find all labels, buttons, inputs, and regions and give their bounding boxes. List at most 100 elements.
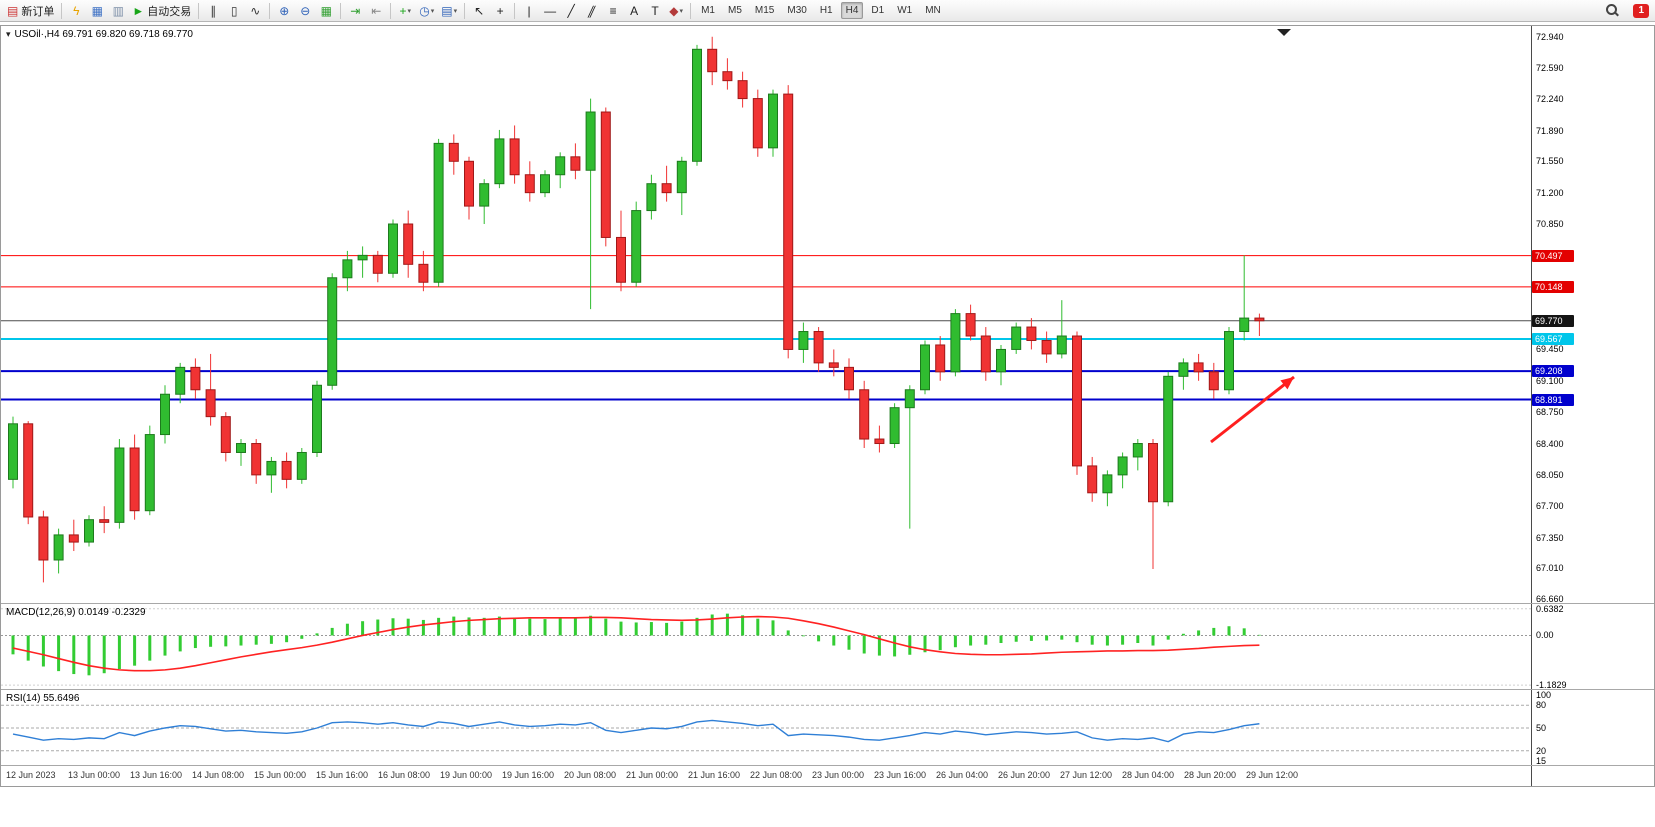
cursor-tool-button[interactable]: ↖ (469, 2, 489, 20)
macd-pane: MACD(12,26,9) 0.0149 -0.2329 0.6382 0.00 -… (1, 603, 1654, 690)
price-axis[interactable]: 72.940 72.590 72.240 71.890 71.550 71.200 70.8… (1531, 26, 1652, 604)
candle (844, 366, 854, 391)
macd-axis-label: 0.00 (1536, 630, 1554, 641)
timeframe-m1-button[interactable]: M1 (701, 5, 715, 16)
price-badge: 70.497 (1532, 249, 1574, 262)
fibonacci-tool-icon: ≡ (609, 3, 617, 18)
toolbar-separator (690, 2, 692, 19)
candle (996, 348, 1006, 373)
price-axis-label: 67.350 (1536, 532, 1564, 543)
text-tool-icon: A (630, 3, 639, 18)
templates-icon: ▤ (441, 3, 453, 18)
time-axis[interactable]: 12 Jun 2023 13 Jun 00:00 13 Jun 16:00 14 Ju… (1, 766, 1531, 786)
macd-axis[interactable]: 0.6382 0.00 -1.1829 (1531, 604, 1652, 690)
candle (236, 443, 246, 453)
candle (661, 183, 672, 194)
time-axis-label: 26 Jun 20:00 (998, 770, 1051, 780)
notification-badge[interactable]: 1 (1633, 3, 1649, 18)
toolbar-separator (464, 2, 466, 19)
candle (524, 174, 535, 194)
toolbar: ▤ 新订单 ϟ ▦ ▥ ► 自动交易 ∥ ▯ ∿ ⊕ ⊖ ▦ ⇥ ⇤ + ▾ ◷ ▾ ▤ ▾ ↖ + | — ╱ ∥ ≡ A T ◆ ▾ M1 M… (0, 0, 1655, 22)
timeframe-d1-button[interactable]: D1 (871, 5, 885, 16)
chart-shift-icon: ⇤ (371, 3, 382, 18)
timeframe-h4-button[interactable]: H4 (840, 2, 864, 19)
main-price-pane: ▾ USOil·,H4 69.791 69.820 69.718 69.770 … (1, 26, 1654, 604)
macd-plot[interactable]: MACD(12,26,9) 0.0149 -0.2329 (1, 604, 1531, 689)
shapes-tool-icon: ◆ (669, 3, 679, 18)
zoom-in-button[interactable]: ⊕ (274, 2, 294, 20)
time-axis-label: 16 Jun 08:00 (378, 770, 431, 780)
candle (1163, 375, 1174, 503)
channel-tool-button[interactable]: ∥ (582, 2, 602, 20)
vertical-line-tool-button[interactable]: | (519, 2, 539, 20)
zoom-out-button[interactable]: ⊖ (295, 2, 315, 20)
candle (433, 142, 444, 283)
time-axis-label: 13 Jun 00:00 (68, 770, 121, 780)
timeframe-mn-button[interactable]: MN (925, 5, 941, 16)
rsi-axis[interactable]: 100 80 50 20 15 (1531, 690, 1652, 766)
time-axis-label: 21 Jun 00:00 (626, 770, 679, 780)
candle (1208, 371, 1219, 391)
search-icon[interactable] (1606, 4, 1619, 17)
chevron-down-icon: ▾ (453, 7, 458, 15)
line-chart-mode-icon: ∿ (250, 3, 261, 18)
horizontal-line-tool-icon: — (544, 3, 557, 18)
one-click-trading-toggle[interactable]: ▾ (6, 29, 11, 39)
candle (1193, 362, 1204, 373)
candle (950, 313, 961, 373)
time-axis-label: 23 Jun 16:00 (874, 770, 927, 780)
rsi-axis-label: 50 (1536, 723, 1547, 733)
candle (707, 48, 718, 73)
profiles-button[interactable]: ▥ (108, 2, 128, 20)
timeframe-w1-button[interactable]: W1 (897, 5, 913, 16)
crosshair-tool-button[interactable]: + (490, 2, 510, 20)
timeframe-h1-button[interactable]: H1 (819, 5, 833, 16)
candle (980, 335, 991, 373)
chart-shift-button[interactable]: ⇤ (366, 2, 386, 20)
fibonacci-tool-button[interactable]: ≡ (603, 2, 623, 20)
bar-chart-mode-button[interactable]: ∥ (203, 2, 223, 20)
timeframe-m5-button[interactable]: M5 (728, 5, 742, 16)
price-axis-label: 68.750 (1536, 407, 1564, 418)
trendline-tool-button[interactable]: ╱ (561, 2, 581, 20)
candle (509, 138, 520, 176)
auto-trading-label: 自动交易 (147, 5, 192, 18)
candle (479, 183, 490, 207)
rsi-plot[interactable]: RSI(14) 55.6496 (1, 690, 1531, 765)
price-axis-label: 68.400 (1536, 438, 1564, 449)
new-order-button[interactable]: ▤ 新订单 (4, 2, 57, 20)
charts-window-button[interactable]: ▦ (87, 2, 107, 20)
candle (813, 331, 824, 364)
auto-trading-button[interactable]: ► 自动交易 (129, 2, 194, 20)
rsi-chart (1, 704, 1531, 752)
auto-scroll-button[interactable]: ⇥ (345, 2, 365, 20)
timeframe-m15-button[interactable]: M15 (754, 5, 775, 16)
main-chart-plot[interactable]: ▾ USOil·,H4 69.791 69.820 69.718 69.770 (1, 26, 1531, 603)
new-chart-button[interactable]: + ▾ (395, 2, 415, 20)
line-chart-mode-button[interactable]: ∿ (245, 2, 265, 20)
rsi-axis-label: 15 (1536, 755, 1547, 766)
horizontal-line-tool-button[interactable]: — (540, 2, 560, 20)
tile-windows-button[interactable]: ▦ (316, 2, 336, 20)
price-axis-label: 72.940 (1536, 31, 1564, 42)
templates-button[interactable]: ▤ ▾ (438, 2, 460, 20)
periods-button[interactable]: ◷ ▾ (416, 2, 437, 20)
candlestick-mode-button[interactable]: ▯ (224, 2, 244, 20)
bar-chart-mode-icon: ∥ (210, 3, 217, 18)
toolbar-separator (340, 2, 342, 19)
candle (965, 313, 976, 337)
candle (631, 210, 642, 283)
candle (889, 407, 900, 445)
time-axis-label: 20 Jun 08:00 (564, 770, 617, 780)
text-tool-button[interactable]: A (624, 2, 644, 20)
price-axis-label: 72.240 (1536, 94, 1564, 105)
time-axis-label: 19 Jun 16:00 (502, 770, 555, 780)
trend-arrow-annotation[interactable] (1210, 375, 1295, 444)
label-tool-button[interactable]: T (645, 2, 665, 20)
chevron-down-icon: ▾ (679, 7, 683, 15)
candle (38, 516, 49, 561)
shapes-tool-button[interactable]: ◆ ▾ (666, 2, 686, 20)
timeframe-m30-button[interactable]: M30 (787, 5, 807, 16)
mql5-community-button[interactable]: ϟ (66, 2, 86, 20)
price-badge: 70.148 (1532, 280, 1574, 293)
